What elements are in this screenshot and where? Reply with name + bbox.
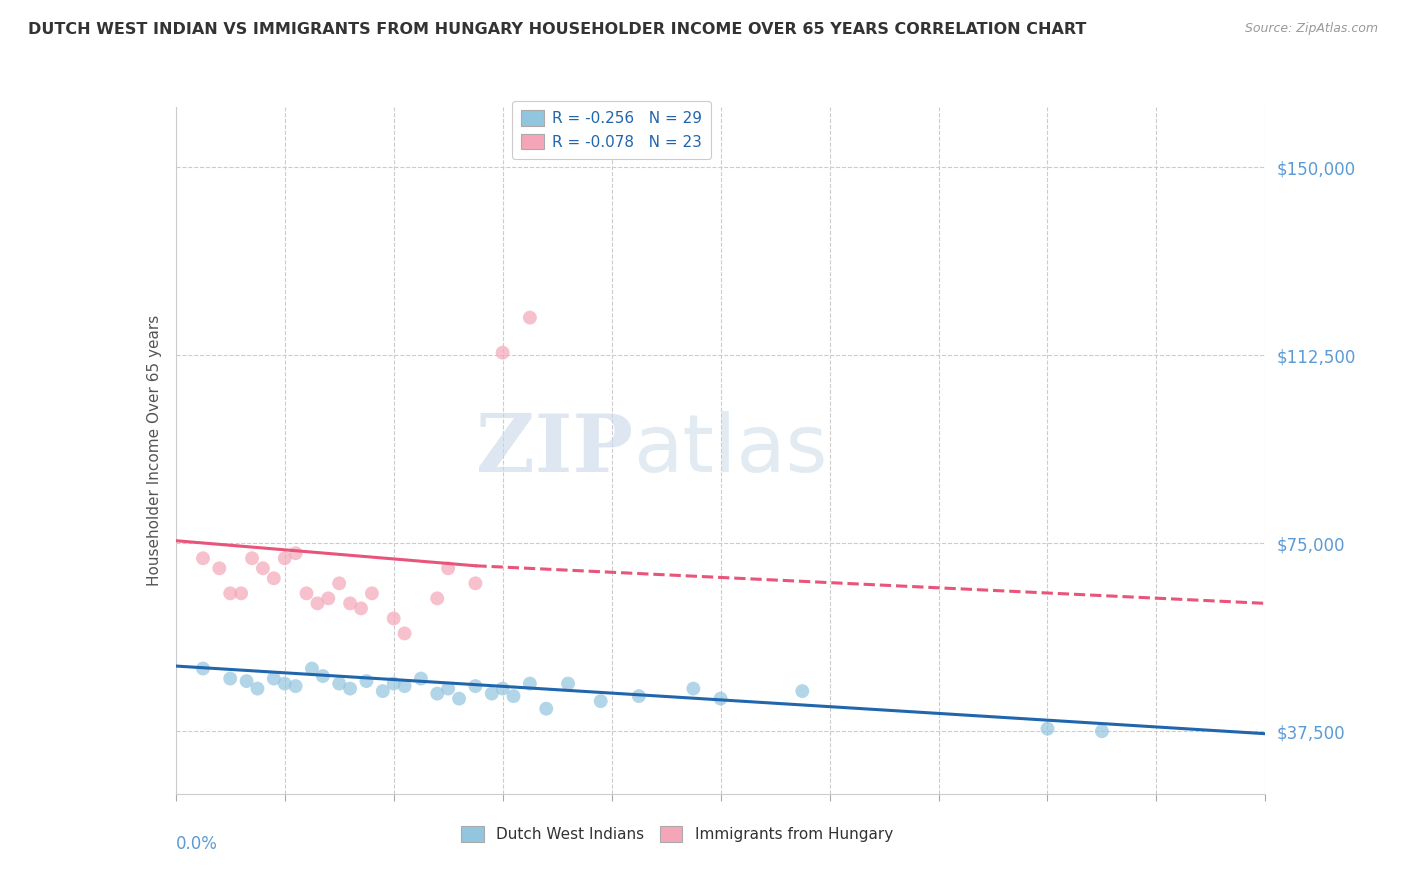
- Point: [328, 676, 350, 690]
- Point: [447, 691, 470, 706]
- Y-axis label: Householder Income Over 65 years: Householder Income Over 65 years: [146, 315, 162, 586]
- Point: [589, 694, 612, 708]
- Text: atlas: atlas: [633, 411, 828, 490]
- Point: [350, 601, 373, 615]
- Text: Source: ZipAtlas.com: Source: ZipAtlas.com: [1244, 22, 1378, 36]
- Text: DUTCH WEST INDIAN VS IMMIGRANTS FROM HUNGARY HOUSEHOLDER INCOME OVER 65 YEARS CO: DUTCH WEST INDIAN VS IMMIGRANTS FROM HUN…: [28, 22, 1087, 37]
- Point: [492, 345, 515, 359]
- Point: [284, 546, 307, 560]
- Point: [240, 551, 263, 566]
- Point: [339, 596, 361, 610]
- Point: [464, 679, 486, 693]
- Point: [519, 676, 541, 690]
- Point: [1091, 724, 1114, 739]
- Point: [307, 596, 329, 610]
- Point: [235, 674, 257, 689]
- Point: [263, 672, 285, 686]
- Point: [252, 561, 274, 575]
- Point: [219, 586, 242, 600]
- Point: [263, 571, 285, 585]
- Point: [231, 586, 253, 600]
- Point: [274, 676, 297, 690]
- Point: [284, 679, 307, 693]
- Point: [437, 681, 460, 696]
- Point: [208, 561, 231, 575]
- Point: [301, 661, 323, 675]
- Text: ZIP: ZIP: [477, 411, 633, 490]
- Point: [426, 591, 449, 606]
- Point: [356, 674, 378, 689]
- Point: [328, 576, 350, 591]
- Point: [557, 676, 579, 690]
- Point: [191, 551, 214, 566]
- Point: [394, 626, 416, 640]
- Point: [318, 591, 340, 606]
- Point: [1036, 722, 1059, 736]
- Point: [295, 586, 318, 600]
- Point: [792, 684, 814, 698]
- Point: [274, 551, 297, 566]
- Point: [246, 681, 269, 696]
- Point: [437, 561, 460, 575]
- Point: [627, 689, 650, 703]
- Point: [382, 611, 405, 625]
- Point: [519, 310, 541, 325]
- Point: [360, 586, 382, 600]
- Point: [409, 672, 432, 686]
- Point: [682, 681, 704, 696]
- Point: [710, 691, 733, 706]
- Legend: Dutch West Indians, Immigrants from Hungary: Dutch West Indians, Immigrants from Hung…: [456, 820, 898, 848]
- Point: [382, 676, 405, 690]
- Point: [394, 679, 416, 693]
- Point: [492, 681, 515, 696]
- Point: [191, 661, 214, 675]
- Point: [534, 701, 557, 715]
- Point: [464, 576, 486, 591]
- Text: 0.0%: 0.0%: [176, 835, 218, 853]
- Point: [339, 681, 361, 696]
- Point: [426, 687, 449, 701]
- Point: [502, 689, 524, 703]
- Point: [219, 672, 242, 686]
- Point: [312, 669, 335, 683]
- Point: [371, 684, 394, 698]
- Point: [481, 687, 503, 701]
